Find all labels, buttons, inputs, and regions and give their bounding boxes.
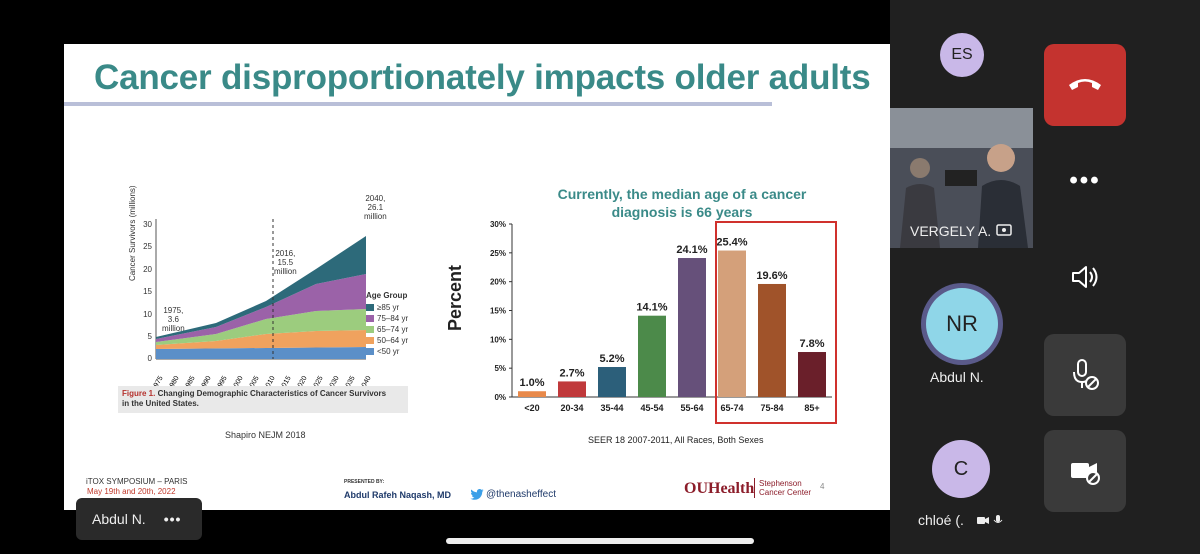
pinned-participant-name: Abdul N. (92, 511, 146, 527)
participant-name-chloe: chloé (. (918, 512, 964, 528)
bar-value-label: 1.0% (519, 377, 544, 389)
survivors-area-figure (155, 219, 366, 360)
bar-value-label: 5.2% (599, 353, 624, 365)
title-underline (64, 102, 772, 106)
bar-value-label: 14.1% (636, 302, 667, 314)
mic-off-small-icon (993, 515, 1003, 523)
bar-45-54 (638, 315, 666, 397)
annotation-1975: 1975, 3.6 million (162, 306, 185, 333)
participant-video-vergely[interactable]: VERGELY A. (890, 108, 1033, 248)
symposium-name: iTOX SYMPOSIUM – PARIS (86, 477, 188, 486)
y-tick-label: 0% (494, 393, 506, 402)
camera-off-icon (1071, 463, 1100, 485)
speaker-button[interactable] (1044, 236, 1126, 318)
more-options-button[interactable]: ••• (1044, 140, 1126, 222)
left-figure-source: Shapiro NEJM 2018 (225, 430, 306, 440)
left-figure-y-axis-label: Cancer Survivors (millions) (128, 185, 137, 281)
hang-up-button[interactable] (1044, 44, 1126, 126)
phone-hangup-icon (1069, 79, 1101, 90)
twitter-bird-icon (470, 489, 484, 500)
presented-by-label: PRESENTED BY: (344, 479, 385, 485)
x-tick-label: 65-74 (720, 403, 743, 413)
left-figure-legend: Age Group ≥85 yr 75–84 yr 65–74 yr 50–64… (366, 291, 409, 356)
bar-value-label: 7.8% (799, 338, 824, 350)
left-figure-y-ticks: 30 25 20 15 10 5 0 (143, 220, 152, 364)
video-frame-image (890, 108, 1033, 248)
logo-divider (754, 478, 755, 498)
bar-value-label: 24.1% (676, 244, 707, 256)
x-tick-label: 45-54 (640, 403, 663, 413)
screen-share-icon (996, 224, 1012, 236)
bar-value-label: 2.7% (559, 367, 584, 379)
bar-20-34 (558, 381, 586, 397)
bar-chart-y-axis-label: Percent (445, 264, 465, 331)
y-tick-label: 5% (494, 364, 506, 373)
bar-<20 (518, 391, 546, 397)
bar-value-label: 19.6% (756, 270, 787, 282)
participant-avatar-c[interactable]: C (932, 440, 990, 498)
bar-chart-title: Currently, the median age of a cancer di… (557, 186, 807, 220)
twitter-handle: @thenasheffect (486, 489, 557, 500)
ou-health-logo: OUHealth (684, 480, 755, 497)
y-tick-label: 30% (490, 220, 506, 229)
participant-name-vergely: VERGELY A. (910, 223, 992, 239)
x-tick-label: 55-64 (680, 403, 703, 413)
mic-muted-icon (1073, 359, 1099, 390)
figure-caption: Figure 1. Changing Demographic Character… (118, 386, 408, 413)
x-tick-label: <20 (524, 403, 539, 413)
camera-toggle-button[interactable] (1044, 430, 1126, 512)
y-tick-label: 10% (490, 335, 506, 344)
cancer-center-name: Stephenson Cancer Center (759, 479, 812, 497)
mute-toggle-button[interactable] (1044, 334, 1126, 416)
home-indicator (446, 538, 754, 544)
annotation-2040: 2040, 26.1 million (364, 194, 387, 221)
x-tick-label: 85+ (804, 403, 819, 413)
y-tick-label: 20% (490, 278, 506, 287)
symposium-dates: May 19th and 20th, 2022 (87, 487, 176, 496)
bar-85+ (798, 352, 826, 397)
participant-name-abdul: Abdul N. (930, 369, 984, 385)
bar-75-84 (758, 283, 786, 397)
shared-screen-area: Cancer disproportionately impacts older … (64, 44, 890, 544)
y-tick-label: 15% (490, 307, 506, 316)
x-tick-label: 35-44 (600, 403, 623, 413)
bar-chart-source: SEER 18 2007-2011, All Races, Both Sexes (588, 435, 764, 445)
bar-55-64 (678, 258, 706, 397)
slide-page-number: 4 (820, 482, 825, 491)
meeting-sidebar: ES VERGELY A. NR Abdul N. C chloé (. (890, 0, 1200, 554)
participant-avatar-nr[interactable]: NR (926, 288, 998, 360)
bar-value-label: 25.4% (716, 237, 747, 249)
video-off-small-icon (977, 517, 989, 524)
slide-title: Cancer disproportionately impacts older … (94, 58, 871, 97)
age-distribution-bar-chart: 30% 25% 20% 15% 10% 5% 0% 1.0% <20 2.7% 20-34 5.2% 3… (490, 220, 837, 424)
highlight-box (715, 221, 837, 424)
x-tick-label: 20-34 (560, 403, 583, 413)
pinned-participant-chip[interactable]: Abdul N. ••• (76, 498, 202, 540)
presentation-slide: Cancer disproportionately impacts older … (64, 44, 890, 510)
speaker-icon (1072, 266, 1098, 288)
participant-avatar-es[interactable]: ES (940, 33, 984, 77)
presenter-name: Abdul Rafeh Naqash, MD (344, 490, 452, 500)
more-options-icon[interactable]: ••• (163, 511, 182, 527)
bar-35-44 (598, 367, 626, 397)
bar-65-74 (718, 250, 746, 397)
x-tick-label: 75-84 (760, 403, 783, 413)
more-dots-icon: ••• (1069, 167, 1101, 194)
y-tick-label: 25% (490, 249, 506, 258)
annotation-2016: 2016, 15.5 million (274, 249, 297, 276)
